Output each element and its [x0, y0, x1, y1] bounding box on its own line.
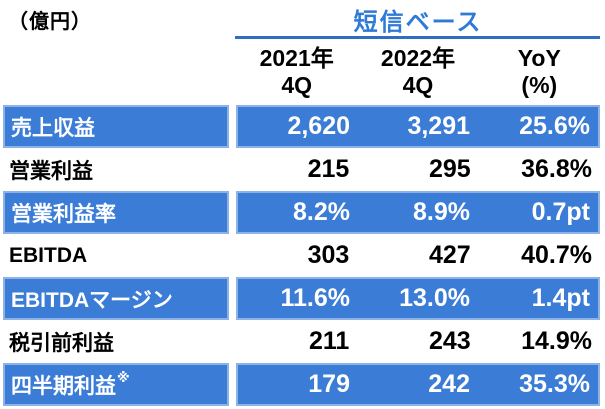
row-values: 11.6% 13.0% 1.4pt — [236, 277, 600, 320]
row-label: 営業利益 — [3, 148, 229, 191]
value-2022-4q: 427 — [428, 241, 471, 269]
table-row: EBITDA 303 427 40.7% — [3, 234, 602, 277]
value-2021-4q: 8.2% — [293, 198, 350, 226]
value-2021-4q: 303 — [307, 241, 350, 269]
value-2022-4q: 8.9% — [413, 198, 470, 226]
table-row: EBITDAマージン 11.6% 13.0% 1.4pt — [3, 277, 602, 320]
value-2022-4q: 242 — [428, 370, 470, 398]
column-header-2021-4q: 2021年 4Q — [236, 45, 357, 99]
table-body: 売上収益 2,620 3,291 25.6% 営業利益 215 295 36.8… — [3, 105, 602, 406]
value-2022-4q: 3,291 — [407, 112, 470, 140]
row-label-text: 四半期利益 — [11, 374, 116, 398]
column-header-yoy: YoY (%) — [479, 45, 600, 99]
table-row: 売上収益 2,620 3,291 25.6% — [3, 105, 602, 148]
row-label-text: EBITDAマージン — [11, 288, 173, 312]
column-headers: 2021年 4Q 2022年 4Q YoY (%) — [236, 45, 600, 99]
row-values: 215 295 36.8% — [236, 148, 600, 191]
row-label: 四半期利益 ※ — [3, 363, 229, 406]
table-row: 営業利益率 8.2% 8.9% 0.7pt — [3, 191, 602, 234]
row-values: 8.2% 8.9% 0.7pt — [236, 191, 600, 234]
value-yoy: 40.7% — [521, 241, 592, 269]
row-values: 2,620 3,291 25.6% — [236, 105, 600, 148]
value-2021-4q: 2,620 — [287, 112, 350, 140]
column-header-line2: 4Q — [402, 72, 434, 98]
row-label-text: 営業利益率 — [11, 202, 116, 226]
column-gap — [229, 363, 236, 406]
row-label: EBITDAマージン — [3, 277, 229, 320]
row-label-text: 売上収益 — [11, 116, 95, 140]
column-gap — [229, 320, 236, 363]
row-values: 303 427 40.7% — [236, 234, 600, 277]
column-gap — [229, 148, 236, 191]
row-label: 税引前利益 — [3, 320, 229, 363]
row-label-text: 営業利益 — [9, 159, 93, 183]
row-label: 売上収益 — [3, 105, 229, 148]
value-yoy: 25.6% — [519, 112, 590, 140]
column-header-line1: YoY — [517, 45, 561, 71]
row-values: 179 242 35.3% — [236, 363, 600, 406]
row-label-text: EBITDA — [9, 243, 88, 267]
group-header-underline — [235, 36, 600, 39]
row-values: 211 243 14.9% — [236, 320, 600, 363]
column-header-line2: 4Q — [281, 72, 312, 98]
column-header-line2: (%) — [521, 72, 558, 98]
row-label: EBITDA — [3, 234, 229, 277]
group-header-title: 短信ベース — [353, 9, 483, 36]
table-row: 四半期利益 ※ 179 242 35.3% — [3, 363, 602, 406]
column-gap — [229, 191, 236, 234]
value-yoy: 1.4pt — [531, 284, 590, 312]
value-yoy: 35.3% — [519, 370, 590, 398]
table-row: 税引前利益 211 243 14.9% — [3, 320, 602, 363]
row-label-text: 税引前利益 — [9, 331, 114, 355]
value-yoy: 0.7pt — [531, 198, 590, 226]
value-2021-4q: 211 — [308, 327, 350, 355]
column-header-line1: 2021年 — [259, 45, 334, 71]
value-2022-4q: 13.0% — [399, 284, 470, 312]
table-row: 営業利益 215 295 36.8% — [3, 148, 602, 191]
value-yoy: 36.8% — [521, 155, 592, 183]
value-2022-4q: 243 — [428, 327, 471, 355]
column-gap — [229, 277, 236, 320]
column-gap — [229, 105, 236, 148]
value-2021-4q: 215 — [307, 155, 350, 183]
column-header-2022-4q: 2022年 4Q — [357, 45, 478, 99]
row-label: 営業利益率 — [3, 191, 229, 234]
value-2021-4q: 179 — [308, 370, 350, 398]
column-header-line1: 2022年 — [380, 45, 456, 71]
value-2021-4q: 11.6% — [280, 284, 350, 312]
unit-label: （億円） — [8, 11, 92, 33]
column-gap — [229, 234, 236, 277]
value-yoy: 14.9% — [521, 327, 592, 355]
value-2022-4q: 295 — [428, 155, 471, 183]
